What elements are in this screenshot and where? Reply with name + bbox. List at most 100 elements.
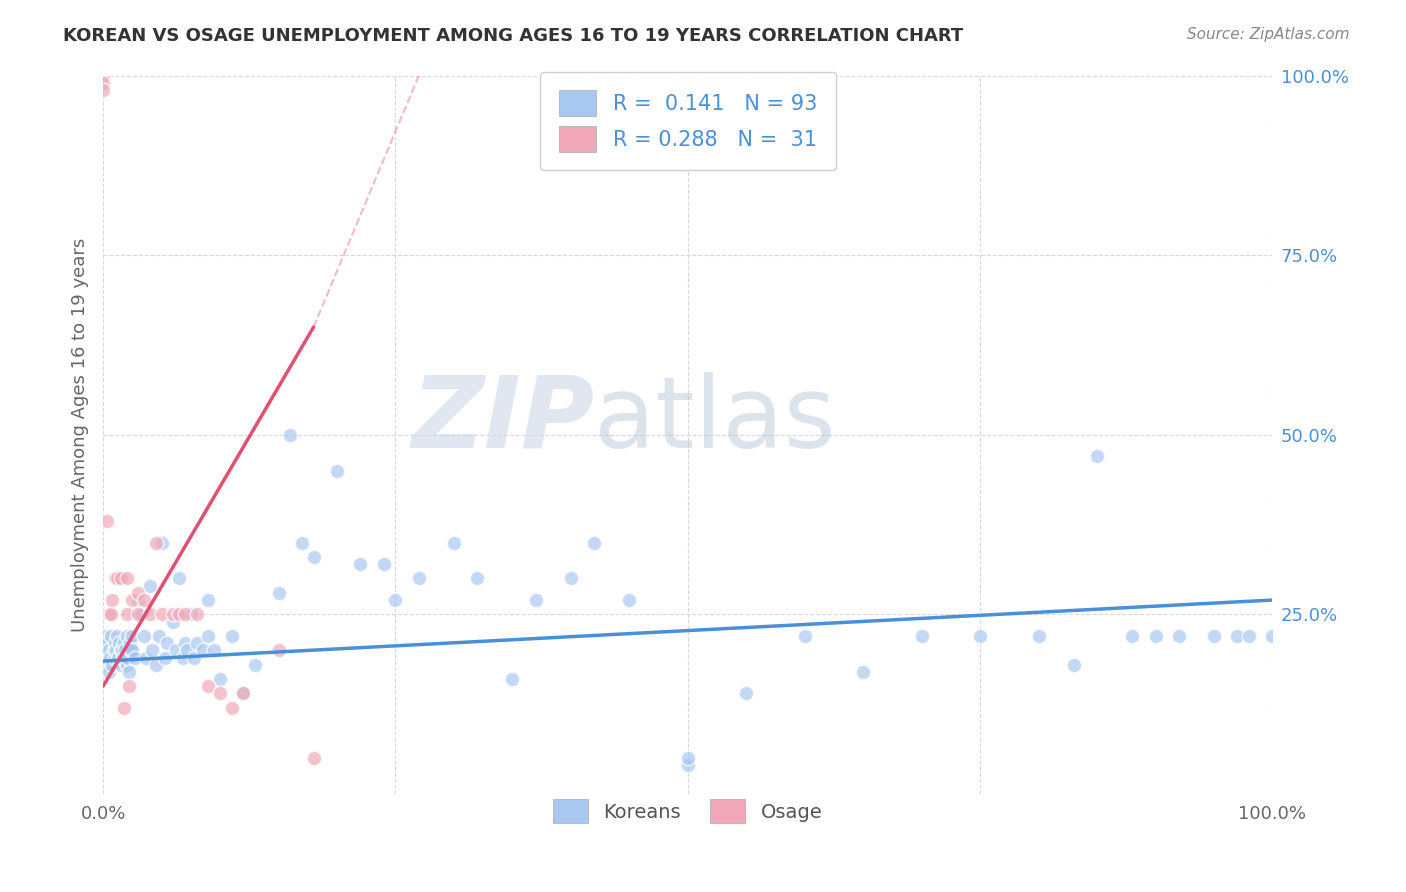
Point	[127, 593, 149, 607]
Point	[174, 607, 197, 622]
Point	[145, 657, 167, 672]
Point	[118, 636, 141, 650]
Point	[107, 650, 129, 665]
Point	[524, 593, 547, 607]
Point	[118, 679, 141, 693]
Point	[793, 629, 815, 643]
Point	[98, 643, 121, 657]
Point	[278, 427, 301, 442]
Legend: Koreans, Osage: Koreans, Osage	[541, 788, 834, 835]
Point	[183, 650, 205, 665]
Point	[232, 686, 254, 700]
Point	[172, 650, 194, 665]
Point	[221, 701, 243, 715]
Point	[111, 650, 134, 665]
Point	[118, 665, 141, 679]
Point	[373, 557, 395, 571]
Point	[121, 629, 143, 643]
Point	[104, 636, 127, 650]
Text: KOREAN VS OSAGE UNEMPLOYMENT AMONG AGES 16 TO 19 YEARS CORRELATION CHART: KOREAN VS OSAGE UNEMPLOYMENT AMONG AGES …	[63, 27, 963, 45]
Point	[98, 665, 121, 679]
Point	[100, 629, 122, 643]
Point	[197, 679, 219, 693]
Point	[156, 636, 179, 650]
Point	[150, 607, 173, 622]
Point	[121, 593, 143, 607]
Point	[1085, 450, 1108, 464]
Point	[121, 643, 143, 657]
Point	[100, 607, 122, 622]
Point	[852, 665, 875, 679]
Point	[267, 643, 290, 657]
Point	[114, 643, 136, 657]
Point	[1168, 629, 1191, 643]
Point	[103, 643, 125, 657]
Text: Source: ZipAtlas.com: Source: ZipAtlas.com	[1187, 27, 1350, 42]
Point	[120, 643, 142, 657]
Point	[101, 593, 124, 607]
Point	[132, 629, 155, 643]
Point	[93, 657, 115, 672]
Point	[969, 629, 991, 643]
Point	[139, 579, 162, 593]
Point	[349, 557, 371, 571]
Point	[384, 593, 406, 607]
Point	[174, 636, 197, 650]
Point	[132, 593, 155, 607]
Point	[302, 549, 325, 564]
Point	[676, 758, 699, 772]
Point	[104, 572, 127, 586]
Point	[96, 650, 118, 665]
Point	[202, 643, 225, 657]
Point	[115, 657, 138, 672]
Point	[112, 701, 135, 715]
Text: ZIP: ZIP	[412, 372, 595, 469]
Point	[115, 629, 138, 643]
Point	[98, 607, 121, 622]
Point	[129, 607, 152, 622]
Point	[191, 643, 214, 657]
Point	[105, 572, 128, 586]
Point	[619, 593, 641, 607]
Point	[104, 643, 127, 657]
Text: atlas: atlas	[595, 372, 837, 469]
Point	[243, 657, 266, 672]
Point	[267, 586, 290, 600]
Point	[98, 650, 121, 665]
Point	[560, 572, 582, 586]
Point	[135, 650, 157, 665]
Point	[1121, 629, 1143, 643]
Point	[115, 572, 138, 586]
Point	[1144, 629, 1167, 643]
Point	[105, 629, 128, 643]
Point	[209, 686, 232, 700]
Point	[1237, 629, 1260, 643]
Point	[911, 629, 934, 643]
Y-axis label: Unemployment Among Ages 16 to 19 years: Unemployment Among Ages 16 to 19 years	[72, 237, 89, 632]
Point	[1028, 629, 1050, 643]
Point	[186, 636, 208, 650]
Point	[583, 535, 606, 549]
Point	[94, 629, 117, 643]
Point	[302, 751, 325, 765]
Point	[110, 657, 132, 672]
Point	[110, 643, 132, 657]
Point	[148, 629, 170, 643]
Point	[735, 686, 758, 700]
Point	[127, 607, 149, 622]
Point	[91, 69, 114, 83]
Point	[104, 650, 127, 665]
Point	[180, 607, 202, 622]
Point	[165, 643, 187, 657]
Point	[232, 686, 254, 700]
Point	[124, 650, 146, 665]
Point	[501, 672, 523, 686]
Point	[167, 607, 190, 622]
Point	[91, 83, 114, 97]
Point	[96, 514, 118, 528]
Point	[465, 572, 488, 586]
Point	[326, 464, 349, 478]
Point	[1202, 629, 1225, 643]
Point	[186, 607, 208, 622]
Point	[197, 629, 219, 643]
